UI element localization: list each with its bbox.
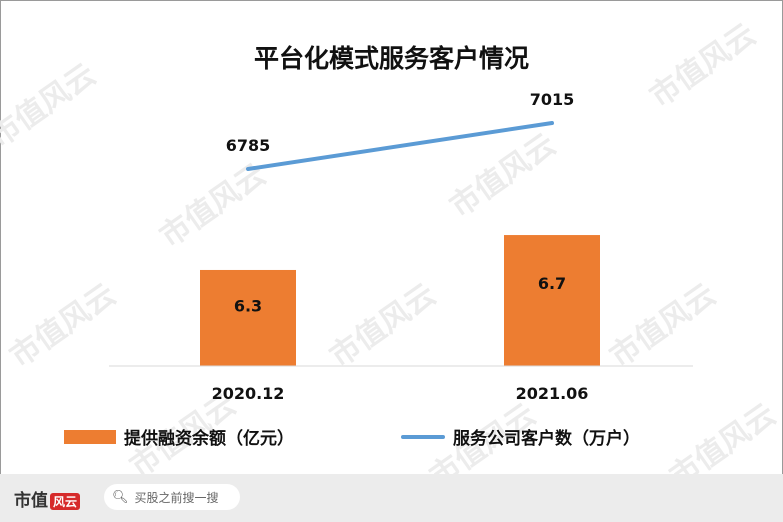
chart-title: 平台化模式服务客户情况: [253, 44, 529, 73]
chart-frame: 市值风云 市值风云 市值风云 市值风云 市值风云 市值风云 市值风云 市值风云 …: [0, 0, 783, 476]
line-data-label: 6785: [226, 136, 271, 155]
x-tick-label: 2020.12: [212, 384, 285, 403]
legend-label-bar: 提供融资余额（亿元）: [124, 429, 294, 449]
chart-plot: 6.3 6.7 2020.12 2021.06 6785 7015: [109, 90, 693, 403]
legend-swatch-bar: [64, 429, 116, 444]
footer-bar: 市值 风云 🔍︎ 买股之前搜一搜: [0, 474, 783, 522]
legend-swatch-line: [401, 434, 445, 439]
bar: [504, 235, 600, 366]
series-line: [246, 121, 554, 171]
chart-legend: 提供融资余额（亿元） 服务公司客户数（万户）: [1, 424, 782, 454]
x-tick-label: 2021.06: [516, 384, 589, 403]
line-data-label: 7015: [530, 90, 575, 109]
legend-label-line: 服务公司客户数（万户）: [453, 429, 640, 449]
brand-logo: 市值 风云: [14, 486, 81, 511]
legend-item-bar: 提供融资余额（亿元）: [64, 424, 294, 449]
bar-data-label: 6.7: [538, 274, 566, 293]
brand-text: 市值: [14, 491, 48, 511]
search-placeholder: 买股之前搜一搜: [134, 490, 219, 505]
brand-mark: 风云: [50, 493, 81, 510]
bar: [200, 269, 296, 366]
legend-item-line: 服务公司客户数（万户）: [401, 424, 640, 449]
bar-data-label: 6.3: [234, 297, 262, 316]
search-box[interactable]: 🔍︎ 买股之前搜一搜: [104, 484, 240, 510]
search-icon: 🔍︎: [112, 489, 129, 505]
